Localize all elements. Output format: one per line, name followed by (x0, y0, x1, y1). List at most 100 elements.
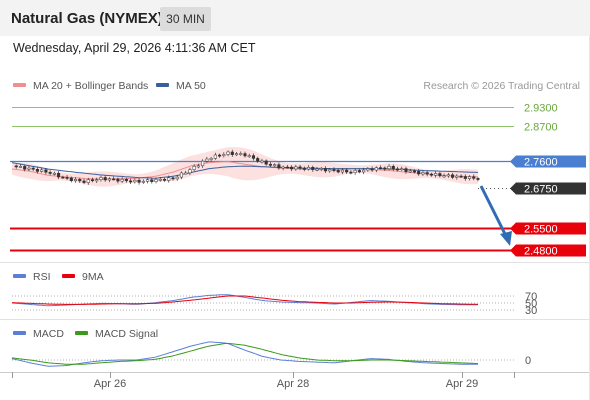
candle-body (463, 176, 467, 179)
legend-macd-signal-label: MACD Signal (95, 328, 159, 340)
candle-body (285, 166, 289, 169)
candle-body (184, 172, 188, 175)
candle-body (179, 172, 184, 178)
candle-body (395, 168, 400, 171)
candle-body (124, 179, 128, 182)
candle-body (18, 166, 23, 168)
candle-body (349, 171, 353, 174)
candle-body (141, 181, 145, 183)
candle-body (319, 168, 323, 170)
candle-body (120, 179, 124, 182)
candle-body (421, 172, 425, 175)
candle-body (218, 154, 222, 157)
candle-body (57, 172, 61, 178)
rsi-ma-swatch (62, 274, 75, 279)
candle-body (95, 179, 99, 182)
timeframe-button[interactable]: 30 MIN (160, 7, 211, 31)
x-tick-label: Apr 28 (277, 378, 309, 390)
candle-body (35, 169, 39, 172)
candle-body (315, 168, 319, 171)
legend-ma50: MA 50 (156, 80, 206, 92)
rsi-swatch (13, 274, 26, 279)
level-label-resistance: 2.8700 (524, 122, 558, 134)
candle-body (107, 178, 111, 181)
candle-body (78, 179, 82, 182)
level-label-support: 2.4800 (524, 246, 558, 258)
candle-body (379, 167, 383, 170)
candle-body (408, 170, 412, 173)
candle-body (387, 166, 391, 169)
candle-body (328, 169, 332, 172)
candle-body (230, 151, 234, 155)
level-tag-support (510, 244, 586, 257)
level-tag-support (510, 222, 586, 235)
level-label-resistance: 2.9300 (524, 103, 558, 115)
candle-body (175, 176, 179, 180)
level-label-pivot: 2.7600 (524, 157, 558, 169)
level-label-support: 2.5500 (524, 224, 558, 236)
header-bar: Natural Gas (NYMEX) 30 MIN (0, 0, 590, 36)
candle-body (391, 166, 395, 170)
candle-body (112, 178, 116, 181)
candle-body (90, 179, 95, 182)
candle-body (256, 158, 260, 162)
candle-body (417, 171, 421, 175)
level-tag-last (510, 182, 586, 195)
candle-body (277, 164, 281, 169)
candle-body (116, 178, 120, 182)
x-tick-label: Apr 26 (94, 378, 126, 390)
candle-body (400, 168, 404, 171)
legend-ma20: MA 20 + Bollinger Bands (13, 80, 148, 92)
legend-macd: MACD (13, 328, 64, 340)
legend-rsi: RSI (13, 271, 51, 283)
candle-body (298, 166, 302, 169)
candle-body (323, 168, 328, 172)
candle-body (290, 166, 294, 170)
candle-body (446, 174, 450, 177)
candle-body (336, 169, 340, 173)
candle-body (213, 154, 217, 159)
legend-rsi-label: RSI (33, 271, 51, 283)
instrument-title: Natural Gas (NYMEX) (11, 10, 163, 27)
rsi-ma-line (11, 295, 479, 305)
forecast-arrow-head (500, 231, 512, 246)
candle-body (146, 179, 150, 182)
candle-body (133, 179, 137, 183)
candle-body (73, 179, 78, 182)
x-tick-label: Apr 29 (446, 378, 478, 390)
forecast-arrow-shaft (479, 185, 509, 239)
candle-body (192, 165, 196, 170)
candle-body (14, 165, 18, 168)
candle-body (366, 168, 370, 171)
candle-body (150, 179, 154, 182)
candle-body (362, 169, 366, 173)
level-label-last: 2.6750 (524, 184, 558, 196)
candle-body (222, 154, 226, 156)
candle-body (48, 172, 52, 174)
candle-body (412, 170, 417, 173)
candle-body (311, 167, 315, 170)
candle-body (196, 165, 200, 168)
macd-swatch (13, 331, 26, 336)
ma50-swatch (156, 83, 169, 88)
candle-body (61, 176, 65, 179)
candle-body (302, 168, 306, 170)
candle-body (434, 173, 438, 176)
candle-body (65, 176, 69, 179)
candle-body (40, 169, 44, 172)
candle-body (429, 173, 433, 176)
legend-ma20-label: MA 20 + Bollinger Bands (33, 80, 149, 92)
candle-body (459, 175, 463, 178)
candle-body (171, 177, 175, 180)
candle-body (69, 177, 73, 182)
rsi-tick-label: 70 (525, 291, 537, 303)
candle-body (226, 151, 230, 155)
candle-body (154, 179, 158, 182)
candle-body (273, 164, 277, 167)
macd-signal-line (11, 342, 479, 365)
candle-body (188, 169, 192, 174)
candle-body (23, 166, 27, 170)
candle-body (209, 158, 213, 160)
candle-body (129, 180, 133, 183)
